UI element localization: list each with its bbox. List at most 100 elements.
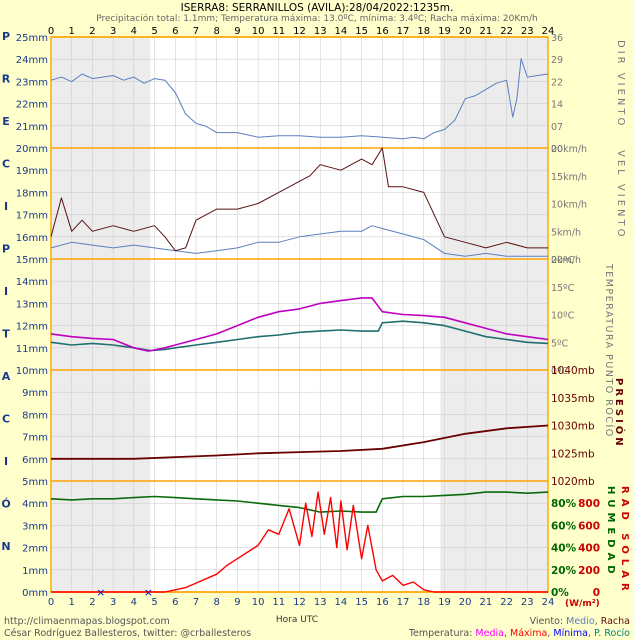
precip-mark: × [144,586,153,599]
temperature-max-line [50,297,549,352]
top-hour-label: 7 [193,26,199,37]
pressure-tick-label: 1020mb [551,476,595,488]
left-letter: I [4,200,8,213]
night-shade-0 [51,37,151,592]
footer-author: César Rodríguez Ballesteros, twitter: @c… [4,628,251,639]
precip-tick-label: 2mm [22,544,48,555]
x-tick-label: 8 [213,597,219,608]
x-tick-label: 20 [459,597,472,608]
top-hour-label: 22 [500,26,513,37]
top-hour-label: 9 [234,26,240,37]
top-hour-label: 14 [335,26,348,37]
x-tick-label: 24 [542,597,555,608]
precip-tick-label: 4mm [22,499,48,510]
humidity-tick-label: 60% [551,520,577,532]
precip-tick-label: 3mm [22,521,48,532]
chart-panels [50,36,549,593]
humidity-tick-label: 0% [551,587,569,599]
x-tick-label: 0 [48,597,54,608]
left-letter: P [2,243,10,256]
precip-tick-label: 8mm [22,410,48,421]
x-tick-label: 22 [500,597,513,608]
top-hour-label: 12 [293,26,306,37]
x-tick-label: 18 [417,597,430,608]
precip-tick-label: 11mm [16,344,48,355]
temp-legend-sep-1: , [504,628,510,639]
humedad-label: HUMEDAD [605,486,616,579]
precip-tick-label: 1mm [22,566,48,577]
x-tick-label: 6 [172,597,178,608]
radiation-tick-label: 200 [578,565,600,577]
top-hour-label: 18 [417,26,430,37]
dir-viento-label: DIR VIENTO [615,40,626,128]
x-tick-label: 1 [69,597,75,608]
x-tick-label: 10 [252,597,265,608]
radiation-line [51,491,548,593]
precip-tick-label: 19mm [16,166,48,177]
left-letter: E [2,115,10,128]
wind-gust-line [50,147,548,252]
precip-tick-label: 16mm [16,233,48,244]
wind-direction-line [50,58,549,140]
top-hour-label: 3 [110,26,116,37]
precip-tick-label: 18mm [16,188,48,199]
wind-dir-tick-label: 14 [551,100,563,111]
precip-tick-label: 17mm [16,211,48,222]
radiation-tick-label: 0 [593,587,600,599]
left-letter: C [2,413,10,426]
temp-legend-rocio: P. Rocío [594,628,630,639]
temperature-tick-label: 20ºC [551,255,575,266]
left-letter: P [2,30,10,43]
temp-legend-minima: Mínima [553,628,588,639]
pressure-line [51,424,549,460]
x-tick-label: 16 [376,597,389,608]
humidity-tick-label: 80% [551,498,577,510]
temp-legend-media: Media [475,628,504,639]
humidity-line [50,491,549,513]
temperatura-legend: Temperatura: Media, Máxima, Mínima, P. R… [408,628,630,639]
top-hour-label: 19 [438,26,451,37]
chart-subtitle: Precipitación total: 1.1mm; Temperatura … [96,13,537,24]
temperature-tick-label: 15ºC [551,283,575,294]
chart-axes: 25mm24mm23mm22mm21mm20mm19mm18mm17mm16mm… [1,26,600,608]
pressure-tick-label: 1025mb [551,448,595,460]
x-tick-label: 21 [480,597,493,608]
top-hour-label: 5 [151,26,157,37]
precip-tick-label: 5mm [22,477,48,488]
precip-tick-label: 21mm [16,122,48,133]
rad-unit-label: (W/m²) [565,599,600,609]
left-letter: I [4,455,8,468]
viento-legend-racha: Racha [601,616,630,627]
wind-speed-tick-label: 0km/h [551,255,581,266]
precip-tick-label: 15mm [16,255,48,266]
x-tick-label: 14 [335,597,348,608]
precip-tick-label: 22mm [16,100,48,111]
top-hour-label: 23 [521,26,534,37]
precip-tick-label: 14mm [16,277,48,288]
precip-tick-label: 20mm [16,144,48,155]
precip-tick-label: 10mm [16,366,48,377]
wind-mean-line [50,225,548,257]
x-tick-label: 5 [151,597,157,608]
top-hour-label: 13 [314,26,327,37]
left-letter: A [2,370,11,383]
x-tick-label: 9 [234,597,240,608]
precip-tick-label: 12mm [16,322,48,333]
wind-speed-tick-label: 15km/h [551,172,587,183]
precip-tick-label: 6mm [22,455,48,466]
wind-speed-tick-label: 10km/h [551,200,587,211]
top-hour-label: 8 [213,26,219,37]
top-hour-label: 24 [542,26,555,37]
pressure-tick-label: 1040mb [551,365,595,377]
top-hour-label: 1 [69,26,75,37]
viento-legend-prefix: Viento: [530,616,567,627]
top-hour-label: 10 [252,26,265,37]
temperatura-rocio-label: TEMPERATURA PUNTO ROCÍO [603,263,615,438]
top-hour-label: 4 [131,26,137,37]
top-hour-label: 17 [397,26,410,37]
top-hour-label: 6 [172,26,178,37]
precip-tick-label: 25mm [16,33,48,44]
x-tick-label: 17 [397,597,410,608]
chart-series [50,58,549,593]
